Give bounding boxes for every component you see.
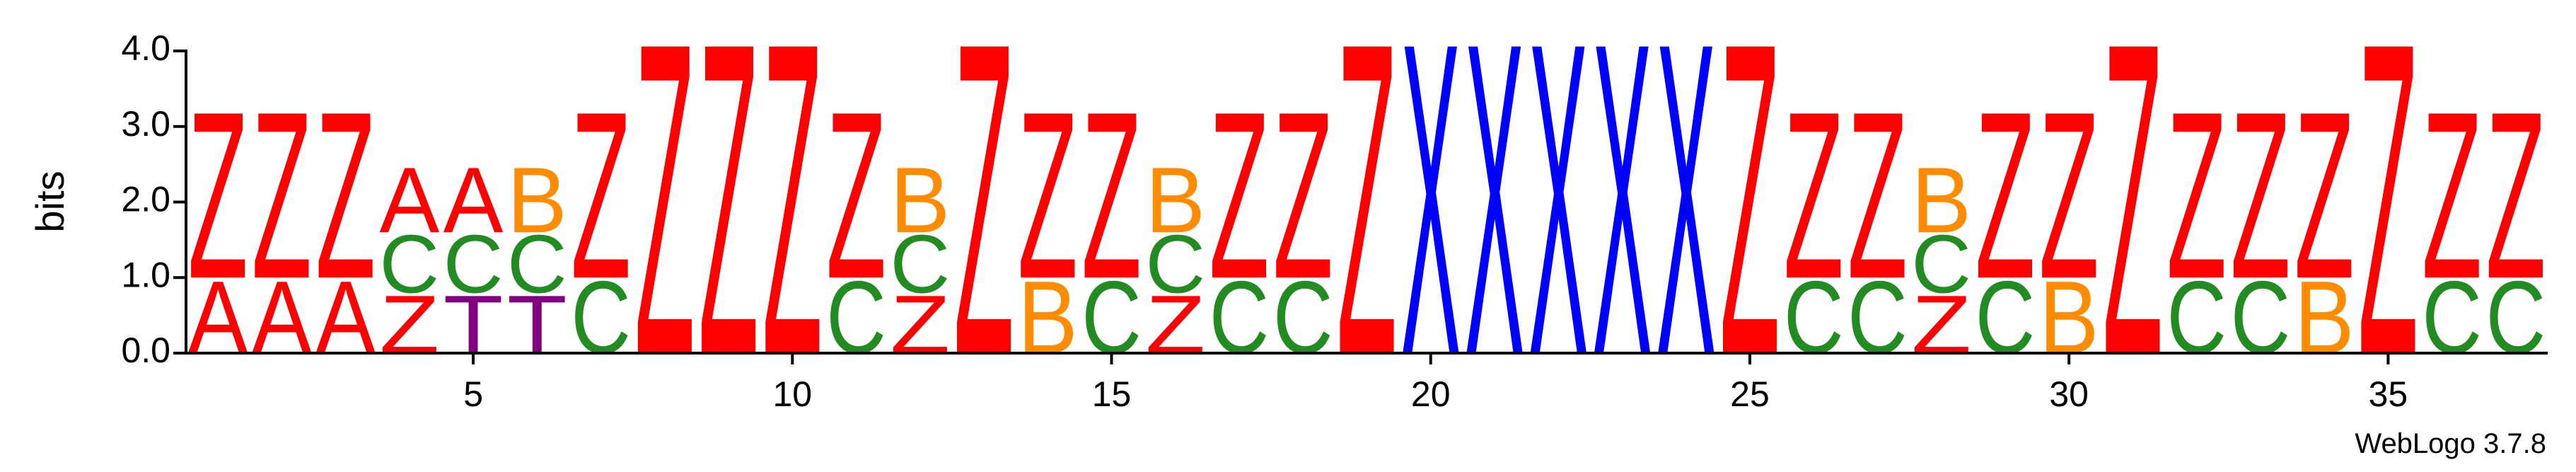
logo-letter: Z	[1081, 62, 1142, 328]
logo-letter: B	[507, 148, 567, 253]
logo-letter: C	[2485, 259, 2546, 376]
logo-letter: T	[507, 279, 567, 372]
logo-letter: Z	[379, 279, 439, 372]
logo-letter: Z	[2230, 62, 2290, 328]
logo-letter: A	[379, 148, 439, 253]
logo-letter: Z	[699, 0, 759, 448]
logo-letter: C	[1273, 259, 1333, 376]
logo-letter: C	[826, 259, 886, 376]
logo-letter: Z	[2039, 62, 2099, 328]
logo-letter: Z	[2358, 0, 2418, 448]
logo-letter: X	[1528, 0, 1589, 448]
logo-letter: Z	[2485, 62, 2546, 328]
logo-letter: Z	[2166, 62, 2227, 328]
x-tick-label: 30	[2049, 374, 2089, 414]
logo-letter: X	[1400, 0, 1461, 448]
logo-letter: Z	[634, 0, 695, 448]
logo-letter: C	[1784, 259, 1844, 376]
y-tick-label: 2.0	[121, 180, 170, 219]
logo-letter: B	[2294, 259, 2355, 376]
logo-letter: C	[1209, 259, 1270, 376]
logo-letter: Z	[252, 62, 312, 328]
logo-letter: Z	[1847, 62, 1908, 328]
y-axis-label: bits	[28, 171, 72, 232]
logo-letter: Z	[2422, 62, 2482, 328]
logo-letter: A	[252, 259, 312, 376]
logo-letter: Z	[1720, 0, 1780, 448]
logo-letter: Z	[1911, 279, 1971, 372]
logo-letter: B	[1018, 259, 1078, 376]
logo-letter: Z	[1145, 279, 1205, 372]
logo-letter: C	[2422, 259, 2482, 376]
logo-letter: C	[1975, 259, 2036, 376]
logo-letter: C	[379, 218, 439, 311]
logo-letter: C	[1911, 218, 1971, 311]
logo-letter: Z	[1784, 62, 1844, 328]
logo-letter: C	[890, 218, 950, 311]
logo-letter: B	[1145, 148, 1205, 253]
y-tick-label: 3.0	[121, 104, 170, 144]
logo-letter: Z	[571, 62, 631, 328]
logo-letter: C	[1145, 218, 1205, 311]
x-tick-label: 20	[1411, 374, 1451, 414]
x-tick-label: 5	[463, 374, 483, 414]
logo-letter: Z	[1209, 62, 1270, 328]
logo-letter: Z	[826, 62, 886, 328]
x-tick-label: 15	[1092, 374, 1132, 414]
logo-letter: Z	[1975, 62, 2036, 328]
logo-letter: C	[571, 259, 631, 376]
logo-letter: Z	[315, 62, 376, 328]
logo-letter: Z	[2294, 62, 2355, 328]
y-tick-label: 4.0	[121, 28, 170, 68]
logo-letter: C	[507, 218, 567, 311]
logo-letter: C	[2230, 259, 2290, 376]
logo-letter: A	[315, 259, 376, 376]
logo-letter: X	[1465, 0, 1525, 448]
logo-letter: B	[1911, 148, 1971, 253]
x-tick-label: 35	[2369, 374, 2408, 414]
x-tick-label: 10	[772, 374, 812, 414]
logo-letter: Z	[954, 0, 1014, 448]
logo-letter: X	[1592, 0, 1652, 448]
logo-letter: X	[1656, 0, 1716, 448]
logo-letter: Z	[188, 62, 248, 328]
logo-letter: Z	[762, 0, 823, 448]
y-tick-label: 0.0	[121, 330, 170, 370]
logo-letter: C	[443, 218, 504, 311]
logo-letter: B	[890, 148, 950, 253]
x-tick-label: 25	[1730, 374, 1770, 414]
y-tick-label: 1.0	[121, 255, 170, 294]
logo-letter: Z	[1337, 0, 1397, 448]
logo-letter: A	[443, 148, 504, 253]
footer: WebLogo 3.7.8	[2355, 428, 2546, 459]
logo-letter: Z	[890, 279, 950, 372]
logo-letter: C	[1847, 259, 1908, 376]
logo-letter: A	[188, 259, 248, 376]
logo-letter: Z	[1273, 62, 1333, 328]
logo-letter: C	[2166, 259, 2227, 376]
logo-letter: Z	[2103, 0, 2163, 448]
logo-letter: Z	[1018, 62, 1078, 328]
